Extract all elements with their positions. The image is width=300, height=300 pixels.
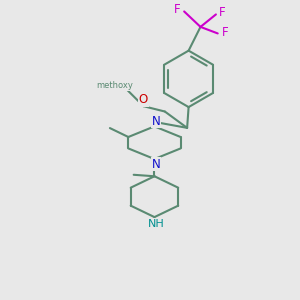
Text: methoxy: methoxy (96, 81, 133, 90)
Text: N: N (152, 158, 160, 171)
Text: N: N (152, 115, 160, 128)
Text: O: O (139, 93, 148, 106)
Text: F: F (174, 3, 181, 16)
Text: NH: NH (148, 219, 164, 229)
Text: F: F (219, 6, 226, 19)
Text: F: F (222, 26, 229, 39)
